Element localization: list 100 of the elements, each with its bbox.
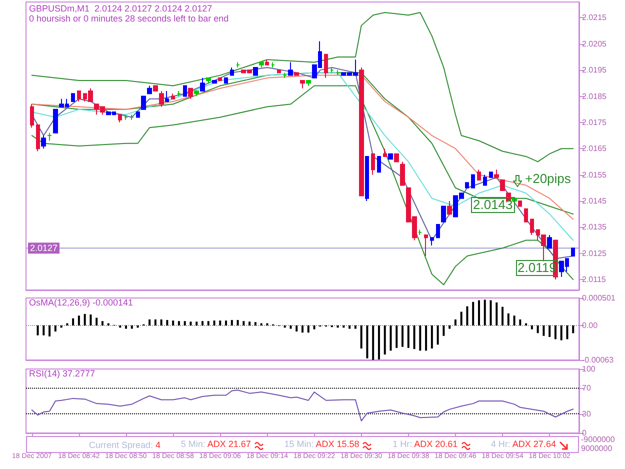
candlestick [447, 200, 452, 215]
candlestick [383, 148, 387, 157]
y-tick-label: 100 [582, 364, 596, 374]
candlestick [500, 180, 505, 192]
bar [348, 325, 351, 329]
bar [472, 302, 474, 326]
y-tick-label: 2.0155 [582, 170, 608, 180]
bar [466, 306, 468, 326]
line-series [31, 85, 574, 286]
candlestick [188, 88, 193, 100]
candlestick [483, 174, 487, 186]
bar [48, 325, 51, 336]
bar [296, 325, 298, 332]
bar [230, 320, 233, 326]
bar [160, 319, 162, 326]
bar [413, 325, 416, 350]
bar [101, 321, 104, 326]
y-tick-label: 2.0145 [582, 196, 608, 206]
chart-title: GBPUSDm,M1 2.0124 2.0127 2.0124 2.0127 [29, 4, 212, 14]
chart-title: RSI(14) 37.2777 [29, 368, 96, 378]
bar [184, 321, 186, 326]
candlestick [136, 111, 140, 118]
bar [378, 325, 380, 360]
candlestick [124, 114, 128, 120]
candlestick [430, 237, 434, 246]
bar [425, 325, 428, 351]
bar [36, 325, 39, 336]
bar [478, 300, 480, 326]
y-tick-label: 2.0125 [582, 248, 608, 258]
bar [178, 321, 180, 326]
bar [396, 325, 398, 348]
candlestick [530, 218, 534, 236]
bar [242, 321, 245, 326]
candlestick [547, 234, 552, 249]
bar [78, 316, 80, 326]
candlestick [424, 234, 428, 256]
text: -9000000 [581, 435, 615, 444]
candlestick [494, 169, 499, 178]
line-series [31, 390, 574, 422]
candlestick [130, 114, 134, 120]
bar [436, 325, 439, 345]
candlestick [165, 90, 169, 102]
bar [166, 320, 168, 326]
y-tick-label: -0.00063 [582, 356, 614, 364]
y-tick-label: 2.0165 [582, 144, 608, 154]
candlestick [371, 153, 375, 176]
bar [554, 325, 556, 340]
candlestick [265, 59, 269, 66]
candlestick [224, 77, 228, 84]
bar [190, 322, 192, 326]
bar [442, 325, 445, 336]
bar [566, 325, 568, 340]
y-tick-label: 0.00 [582, 320, 598, 330]
bar [390, 325, 392, 351]
candlestick [159, 90, 164, 108]
bar [507, 313, 510, 326]
text: 0 hoursish or 0 minutes 28 seconds left to bar end [29, 14, 229, 24]
bar [307, 325, 310, 333]
candlestick [30, 104, 34, 128]
text: 15 Min: ADX 15.58 [284, 439, 360, 450]
candlestick [218, 77, 222, 82]
bar [430, 325, 433, 348]
bar [536, 325, 539, 334]
candlestick [230, 66, 234, 76]
candlestick [36, 124, 40, 152]
bar [484, 300, 486, 326]
bar [42, 325, 45, 336]
text: 1 Hr: ADX 20.61 [392, 439, 458, 450]
bar [372, 325, 374, 360]
bar [84, 314, 86, 326]
bar [407, 325, 410, 348]
candlestick [53, 108, 58, 134]
candlestick [206, 77, 211, 84]
candlestick [571, 248, 575, 256]
candlestick [336, 70, 340, 76]
bar [90, 314, 92, 326]
candlestick [288, 62, 293, 76]
candlestick [477, 169, 481, 181]
bar [513, 316, 516, 326]
bar [130, 325, 133, 329]
candlestick [253, 66, 258, 76]
annotation: +20pips [524, 171, 572, 186]
bar [248, 322, 251, 326]
bar [172, 320, 174, 326]
bar [236, 320, 239, 326]
bar [196, 322, 198, 326]
y-tick-label: 2.0215 [582, 13, 608, 22]
bar [96, 318, 98, 326]
bar [72, 318, 74, 326]
candlestick [377, 156, 381, 173]
candlestick [71, 93, 75, 102]
candlestick [324, 54, 328, 78]
candlestick [441, 206, 446, 222]
bar [454, 319, 456, 326]
y-tick-label: 30 [582, 409, 592, 418]
candlestick [394, 153, 399, 162]
candlestick [283, 72, 287, 78]
y-tick-label: 0 [582, 428, 587, 438]
bar [490, 300, 492, 326]
candlestick [489, 172, 493, 178]
